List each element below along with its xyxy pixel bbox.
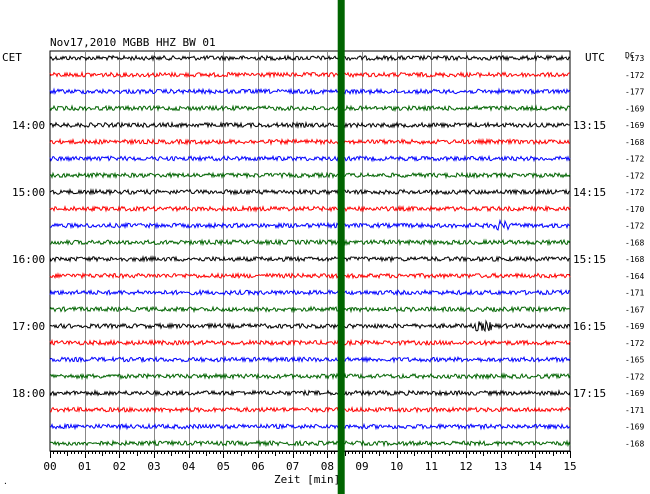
- dc-offset-label: -164: [625, 272, 644, 281]
- trace-7: [49, 171, 571, 180]
- trace-0: [49, 54, 571, 62]
- trace-12: [49, 255, 571, 264]
- trace-13: [49, 272, 571, 280]
- dc-offset-label: -172: [625, 339, 644, 348]
- utc-time-label: 14:15: [573, 186, 606, 199]
- dc-offset-label: -169: [625, 121, 644, 130]
- dc-offset-label: -168: [625, 255, 644, 264]
- x-axis: 00 01 02 03 04 05 06 07 08 09 10 11 12 13 14 15: [43, 451, 577, 473]
- footer-mark: ·: [3, 479, 8, 488]
- x-tick-label: 11: [425, 460, 438, 473]
- dc-offset-label: -170: [625, 205, 644, 214]
- trace-9: [49, 204, 571, 213]
- x-tick-label: 00: [43, 460, 56, 473]
- x-tick-label: 06: [251, 460, 264, 473]
- dc-offset-label: -168: [625, 138, 644, 147]
- trace-10: [50, 218, 571, 231]
- trace-1: [49, 70, 570, 79]
- utc-time-label: 16:15: [573, 320, 606, 333]
- dc-offset-label: -165: [625, 356, 644, 365]
- trace-17: [49, 338, 571, 347]
- dc-offset-label: -169: [625, 389, 644, 398]
- x-tick-label: 13: [494, 460, 507, 473]
- cet-time-label: 17:00: [12, 320, 45, 333]
- x-tick-label: 14: [529, 460, 543, 473]
- x-tick-label: 12: [459, 460, 472, 473]
- x-tick-label: 15: [563, 460, 576, 473]
- utc-time-label: 17:15: [573, 387, 606, 400]
- dc-offset-label: -172: [625, 171, 644, 180]
- trace-20: [49, 388, 571, 397]
- dc-offset-label: -171: [625, 289, 644, 298]
- trace-11: [49, 238, 571, 247]
- cet-time-label: 15:00: [12, 186, 45, 199]
- dc-offset-label: -171: [625, 406, 644, 415]
- trace-22: [49, 422, 571, 431]
- trace-21: [49, 405, 571, 414]
- dc-offset-label: -167: [625, 305, 644, 314]
- trace-14: [49, 288, 571, 297]
- trace-6: [49, 154, 571, 163]
- x-tick-label: 08: [321, 460, 334, 473]
- x-tick-label: 01: [78, 460, 91, 473]
- trace-8: [49, 188, 571, 197]
- cet-axis-label: CET: [2, 51, 22, 64]
- dc-offset-label: -172: [625, 372, 644, 381]
- trace-16: [49, 319, 571, 333]
- utc-axis-label: UTC: [585, 51, 605, 64]
- dc-offset-label: -168: [625, 238, 644, 247]
- trace-3: [49, 104, 571, 113]
- cet-time-label: 14:00: [12, 119, 45, 132]
- utc-time-label: 15:15: [573, 253, 606, 266]
- time-labels: 14:00 15:00 16:00 17:00 18:00 13:15 14:15 15:15…: [12, 54, 644, 448]
- x-tick-label: 04: [182, 460, 196, 473]
- dc-offset-label: -173: [625, 54, 644, 63]
- chart-title: Nov17,2010 MGBB HHZ BW 01: [50, 36, 216, 49]
- dc-offset-label: -172: [625, 222, 644, 231]
- dc-offset-label: -177: [625, 88, 644, 97]
- dc-offset-label: -169: [625, 423, 644, 432]
- cet-time-label: 16:00: [12, 253, 45, 266]
- dc-offset-label: -169: [625, 322, 644, 331]
- x-tick-label: 07: [286, 460, 299, 473]
- x-tick-label: 09: [355, 460, 368, 473]
- trace-23: [49, 439, 571, 448]
- marker-line: [337, 0, 345, 494]
- trace-15: [49, 305, 571, 314]
- trace-4: [49, 120, 571, 130]
- marker-bar: [337, 0, 345, 494]
- x-tick-label: 10: [390, 460, 403, 473]
- trace-2: [49, 87, 571, 96]
- dc-offset-label: -172: [625, 188, 644, 197]
- dc-offset-label: -172: [625, 155, 644, 164]
- traces: [49, 54, 571, 448]
- utc-time-label: 13:15: [573, 119, 606, 132]
- x-axis-label: Zeit [min]: [274, 473, 340, 486]
- x-tick-label: 03: [147, 460, 160, 473]
- trace-18: [49, 355, 571, 364]
- cet-time-label: 18:00: [12, 387, 45, 400]
- dc-offset-label: -169: [625, 104, 644, 113]
- dc-axis-label: DC: [625, 51, 635, 60]
- trace-19: [49, 372, 571, 381]
- x-tick-label: 05: [217, 460, 230, 473]
- trace-5: [49, 137, 571, 146]
- x-tick-label: 02: [113, 460, 126, 473]
- dc-offset-label: -172: [625, 71, 644, 80]
- dc-offset-label: -168: [625, 439, 644, 448]
